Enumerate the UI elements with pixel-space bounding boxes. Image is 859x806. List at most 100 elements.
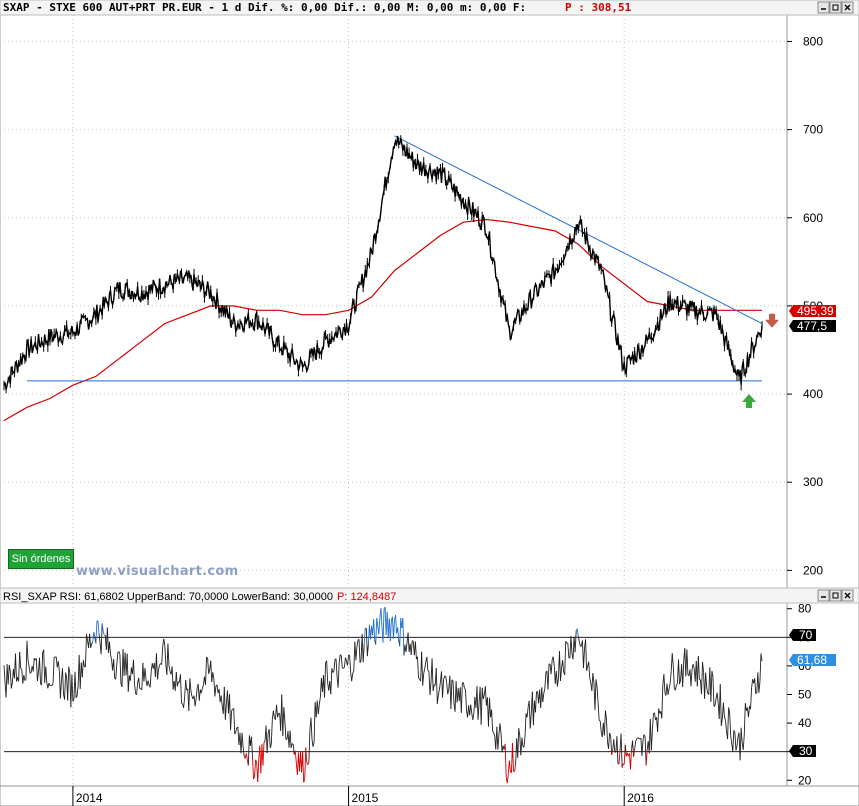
rsi-segment <box>679 679 682 685</box>
rsi-segment <box>163 638 166 646</box>
price-tick-label: 800 <box>803 34 823 48</box>
maximize-button[interactable] <box>829 1 842 14</box>
rsi-segment <box>184 680 187 698</box>
rsi-segment <box>594 679 597 711</box>
rsi-segment <box>89 633 92 648</box>
rsi-segment <box>7 664 10 685</box>
price-pane[interactable] <box>0 14 788 589</box>
rsi-segment <box>269 744 272 749</box>
rsi-segment <box>743 703 746 735</box>
chart-title: SXAP - STXE 600 AUT+PRT PR.EUR - 1 d Dif… <box>3 1 526 14</box>
rsi-segment <box>347 655 350 666</box>
price-axis <box>786 14 859 589</box>
rsi-segment <box>501 745 504 753</box>
rsi-maximize-button[interactable] <box>829 589 842 602</box>
rsi-segment <box>24 679 27 681</box>
rsi-segment <box>234 731 237 735</box>
rsi-segment <box>157 669 159 680</box>
rsi-segment <box>230 710 233 730</box>
rsi-segment <box>101 623 104 632</box>
rsi-segment <box>727 707 730 740</box>
rsi-segment <box>528 700 531 729</box>
rsi-segment <box>155 653 158 680</box>
rsi-segment <box>127 675 130 692</box>
rsi-segment <box>200 688 203 694</box>
rsi-segment <box>339 654 342 656</box>
rsi-segment <box>591 673 594 691</box>
rsi-segment <box>547 663 550 690</box>
rsi-segment <box>418 677 420 680</box>
rsi-segment <box>224 703 227 720</box>
rsi-segment <box>266 733 269 753</box>
rsi-upper-text: 70 <box>799 628 813 642</box>
rsi-segment <box>213 678 216 697</box>
rsi-segment <box>735 746 738 751</box>
rsi-segment <box>389 620 392 641</box>
minimize-button[interactable] <box>817 1 830 14</box>
rsi-segment <box>175 671 178 687</box>
rsi-segment <box>565 641 568 644</box>
rsi-segment <box>500 732 503 753</box>
rsi-segment <box>544 672 547 689</box>
rsi-segment <box>729 712 732 736</box>
moving-average-line <box>3 218 762 422</box>
rsi-segment <box>62 668 64 695</box>
rsi-segment <box>312 741 315 747</box>
rsi-segment <box>263 740 266 743</box>
rsi-segment <box>552 656 555 666</box>
rsi-segment <box>493 732 496 737</box>
rsi-segment <box>686 649 689 675</box>
rsi-segment <box>326 660 329 684</box>
rsi-segment <box>133 659 135 684</box>
rsi-segment <box>254 759 257 777</box>
rsi-segment <box>28 666 31 674</box>
rsi-segment <box>375 618 378 645</box>
rsi-segment <box>710 670 713 702</box>
rsi-segment <box>272 710 275 719</box>
rsi-segment <box>39 657 41 684</box>
rsi-segment <box>672 665 675 689</box>
rsi-segment <box>59 680 62 699</box>
rsi-segment <box>180 674 182 703</box>
window-buttons[interactable] <box>817 1 854 602</box>
rsi-segment <box>570 635 573 654</box>
rsi-segment <box>499 723 502 733</box>
rsi-segment <box>506 773 509 784</box>
rsi-segment <box>556 678 559 687</box>
rsi-segment <box>81 660 84 678</box>
rsi-segment <box>535 691 537 713</box>
rsi-header-bar <box>0 587 859 604</box>
rsi-segment <box>663 674 666 693</box>
rsi-segment <box>714 698 717 706</box>
rsi-segment <box>245 753 248 760</box>
rsi-segment <box>74 671 77 698</box>
rsi-segment <box>742 734 745 750</box>
rsi-segment <box>702 662 705 673</box>
rsi-segment <box>168 665 171 672</box>
rsi-segment <box>92 632 95 643</box>
orders-status-badge[interactable]: Sin órdenes <box>8 549 74 569</box>
rsi-segment <box>102 631 105 636</box>
rsi-segment <box>447 688 450 695</box>
rsi-segment <box>704 672 707 699</box>
rsi-segment <box>671 653 674 666</box>
rsi-segment <box>750 687 753 710</box>
rsi-title: RSI_SXAP RSI: 61,6802 UpperBand: 70,0000… <box>3 591 333 603</box>
rsi-segment <box>207 658 210 674</box>
rsi-segment <box>282 707 285 736</box>
rsi-segment <box>732 730 735 752</box>
rsi-segment <box>725 720 727 732</box>
rsi-segment <box>682 660 685 687</box>
rsi-segment <box>106 627 109 653</box>
rsi-segment <box>414 641 417 660</box>
sell-arrow-icon <box>765 313 780 328</box>
rsi-segment <box>588 661 591 679</box>
rsi-segment <box>705 672 708 688</box>
rsi-segment <box>410 640 413 655</box>
rsi-segment <box>255 759 258 763</box>
rsi-segment <box>251 736 253 757</box>
rsi-minimize-button[interactable] <box>817 589 830 602</box>
buy-arrow-icon <box>742 394 757 409</box>
rsi-segment <box>231 709 233 711</box>
rsi-segment <box>161 646 164 665</box>
